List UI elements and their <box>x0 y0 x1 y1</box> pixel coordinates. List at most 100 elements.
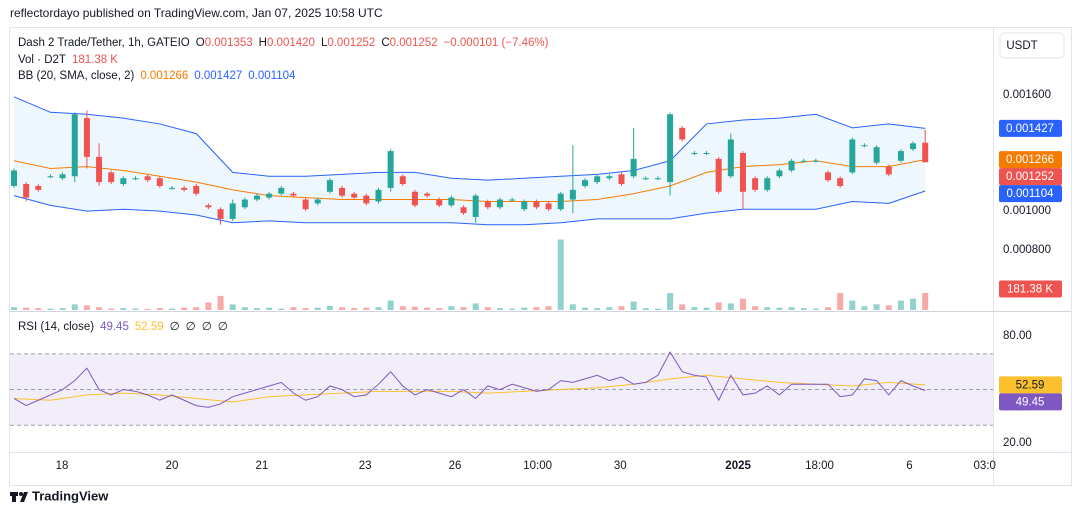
volume-bar <box>837 293 844 310</box>
bb-basis-value: 0.001266 <box>140 70 188 82</box>
volume-bar <box>253 308 260 310</box>
volume-bar <box>387 300 394 310</box>
volume-bar <box>302 308 309 310</box>
volume-bar <box>642 308 649 310</box>
candle-body <box>727 139 734 177</box>
volume-bar <box>59 308 66 310</box>
volume-bar <box>399 306 406 310</box>
footer-brand: TradingView <box>32 488 109 503</box>
candle-body <box>387 151 394 188</box>
volume-bar <box>241 307 248 310</box>
legend: Dash 2 Trade/Tether, 1h, GATEIO O0.001353… <box>18 37 549 49</box>
volume-bar <box>35 308 42 310</box>
candle-body <box>253 195 260 200</box>
candle-body <box>715 158 722 192</box>
currency-box[interactable] <box>999 32 1065 59</box>
candle-body <box>460 207 467 214</box>
volume-bar <box>897 300 904 310</box>
volume-bar <box>861 306 868 310</box>
candle-body <box>448 197 455 206</box>
volume-bar <box>375 307 382 310</box>
volume-bar <box>120 308 127 310</box>
candle-body <box>108 172 115 183</box>
volume-bar <box>691 307 698 310</box>
volume-bar <box>217 295 224 310</box>
rsi-tag: 49.45 <box>1016 396 1045 408</box>
volume-bar <box>521 307 528 310</box>
currency: USDT <box>1006 40 1037 52</box>
volume-bar <box>910 298 917 310</box>
volume-bar <box>108 308 115 310</box>
volume-bar <box>339 307 346 310</box>
volume-bar <box>11 307 18 310</box>
candle-body <box>339 187 346 196</box>
volume-bar <box>23 307 30 310</box>
volume-bar <box>922 292 929 310</box>
volume-bar <box>873 304 880 310</box>
volume-bar <box>363 307 370 310</box>
volume-bar <box>460 307 467 310</box>
volume-bar <box>594 308 601 310</box>
candle-body <box>922 142 929 163</box>
candle-body <box>825 172 832 181</box>
x-tick-label: 26 <box>449 460 462 472</box>
volume-bar <box>314 307 321 310</box>
candle-body <box>630 158 637 177</box>
candle-body <box>181 187 188 190</box>
volume-bar <box>569 304 576 310</box>
volume-bar <box>290 307 297 310</box>
candle-body <box>229 203 236 219</box>
candle-body <box>144 176 151 181</box>
candle-body <box>752 178 759 190</box>
candle-body <box>776 170 783 177</box>
volume-bar <box>582 307 589 310</box>
candle-body <box>205 205 212 208</box>
rsi-ma-line <box>13 374 926 403</box>
volume-bar <box>496 308 503 310</box>
volume-bar <box>47 308 54 310</box>
volume-bar <box>885 305 892 310</box>
rsi-tag-box <box>999 393 1062 411</box>
volume-bar <box>703 307 710 310</box>
candle-body <box>800 160 807 162</box>
volume-bar <box>205 302 212 310</box>
volume-bar <box>776 307 783 310</box>
candle-body <box>703 153 710 155</box>
ohlc-key: L <box>321 37 328 49</box>
ohlc-value: 0.001252 <box>390 37 438 49</box>
price-tag: 0.001266 <box>1006 154 1054 166</box>
volume-bar <box>545 306 552 310</box>
candle-body <box>71 114 78 177</box>
x-tick-label: 20 <box>166 460 179 472</box>
volume-bar <box>800 308 807 310</box>
ohlc-value: 0.001420 <box>267 37 315 49</box>
candle-body <box>667 114 674 183</box>
volume-bar <box>144 309 151 310</box>
volume-bar <box>156 308 163 310</box>
volume-bar <box>752 306 759 310</box>
volume-bar <box>96 307 103 310</box>
volume-bar <box>411 306 418 310</box>
volume-value: 181.38 K <box>72 54 118 66</box>
candle-body <box>217 209 224 219</box>
volume-bar <box>424 307 431 310</box>
candle-body <box>594 176 601 183</box>
candle-body <box>399 176 406 185</box>
volume-bar <box>764 307 771 310</box>
volume-bar <box>448 306 455 310</box>
candle-body <box>873 147 880 163</box>
bb-lower-value: 0.001104 <box>248 70 296 82</box>
candle-body <box>691 153 698 155</box>
candle-body <box>47 176 54 178</box>
candle-body <box>351 193 358 198</box>
candle-body <box>654 178 661 180</box>
candle-body <box>156 178 163 186</box>
x-tick-label: 21 <box>255 460 268 472</box>
volume-bar <box>436 308 443 310</box>
candle-body <box>849 139 856 173</box>
candle-body <box>837 178 844 186</box>
volume-bar <box>679 304 686 310</box>
rsi-tag-box <box>999 376 1062 394</box>
